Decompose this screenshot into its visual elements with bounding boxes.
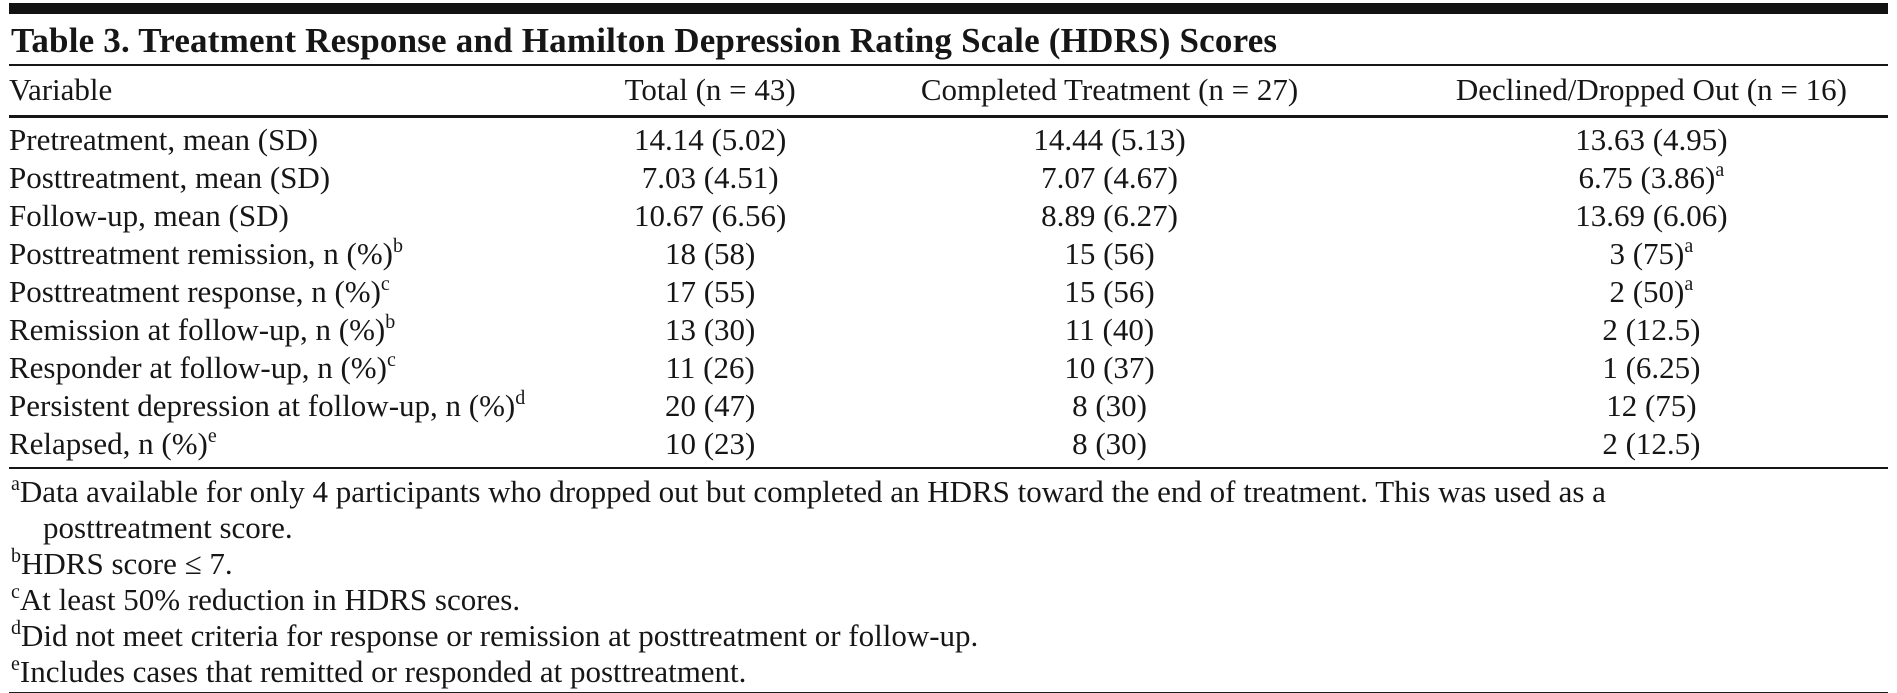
footnote-marker: a xyxy=(1715,159,1725,181)
row-label-cell: Posttreatment remission, n (%)b xyxy=(9,235,403,271)
total-cell: 17 (55) xyxy=(664,274,756,309)
column-header-declined: Declined/Dropped Out (n = 16) xyxy=(1304,66,1888,118)
declined-cell: 6.75 (3.86)a xyxy=(1578,159,1725,195)
total-cell: 10.67 (6.56) xyxy=(633,198,787,233)
row-label-cell: Relapsed, n (%)e xyxy=(9,425,507,469)
declined-cell: 2 (50)a xyxy=(1609,273,1694,309)
completed-cell: 14.44 (5.13) xyxy=(1033,122,1186,157)
declined-cell: 3 (75)a xyxy=(1609,235,1694,271)
completed-cell: 7.07 (4.67) xyxy=(1041,160,1178,195)
table-row: Remission at follow-up, n (%)b 13 (30) 1… xyxy=(9,311,1888,349)
table-row: Posttreatment remission, n (%)b 18 (58) … xyxy=(9,235,1888,273)
top-border-rule xyxy=(9,3,1888,14)
table-row: Responder at follow-up, n (%)c 11 (26) 1… xyxy=(9,349,1888,387)
completed-cell: 15 (56) xyxy=(1064,274,1155,309)
completed-cell: 8 (30) xyxy=(914,425,1305,469)
footnote-marker: a xyxy=(1684,273,1694,295)
declined-cell: 13.69 (6.06) xyxy=(1575,198,1728,233)
row-label-cell: Persistent depression at follow-up, n (%… xyxy=(9,387,526,423)
table-row: Posttreatment, mean (SD) 7.03 (4.51) 7.0… xyxy=(9,159,1888,197)
declined-cell: 2 (12.5) xyxy=(1602,312,1701,347)
footnote-a-continuation: posttreatment score. xyxy=(43,510,293,545)
total-cell: 10 (23) xyxy=(506,425,915,469)
footnote-a: aData available for only 4 participants … xyxy=(11,473,1606,509)
footnote-marker: c xyxy=(380,273,390,295)
column-header-total: Total (n = 43) xyxy=(506,66,915,118)
total-cell: 20 (47) xyxy=(664,388,756,423)
footnote-marker: b xyxy=(11,545,21,567)
declined-cell: 12 (75) xyxy=(1606,388,1697,423)
table-title: Table 3. Treatment Response and Hamilton… xyxy=(9,14,1888,66)
total-cell: 18 (58) xyxy=(664,236,756,271)
completed-cell: 11 (40) xyxy=(1064,312,1155,347)
footnote-marker: e xyxy=(207,425,217,447)
row-label-cell: Posttreatment, mean (SD) xyxy=(9,160,331,195)
header-row: Variable Total (n = 43) Completed Treatm… xyxy=(9,66,1888,118)
footnote-c: cAt least 50% reduction in HDRS scores. xyxy=(11,581,521,617)
table-row: Persistent depression at follow-up, n (%… xyxy=(9,387,1888,425)
total-cell: 14.14 (5.02) xyxy=(633,122,787,157)
total-cell: 11 (26) xyxy=(665,350,755,385)
row-label-cell: Remission at follow-up, n (%)b xyxy=(9,311,396,347)
declined-cell: 13.63 (4.95) xyxy=(1575,122,1728,157)
footnote-marker: d xyxy=(11,617,21,639)
column-header-completed: Completed Treatment (n = 27) xyxy=(914,66,1305,118)
total-cell: 13 (30) xyxy=(664,312,756,347)
footnote-marker: a xyxy=(1684,235,1694,257)
table-row: Relapsed, n (%)e 10 (23) 8 (30) 2 (12.5) xyxy=(9,425,1888,469)
completed-cell: 8.89 (6.27) xyxy=(1041,198,1178,233)
row-label-cell: Posttreatment response, n (%)c xyxy=(9,273,390,309)
column-header-variable: Variable xyxy=(9,66,507,118)
declined-cell: 2 (12.5) xyxy=(1304,425,1888,469)
total-cell: 7.03 (4.51) xyxy=(641,160,779,195)
completed-cell: 10 (37) xyxy=(1064,350,1155,385)
footnote-d: dDid not meet criteria for response or r… xyxy=(11,617,979,653)
table-row: Pretreatment, mean (SD) 14.14 (5.02) 14.… xyxy=(9,117,1888,160)
row-label-cell: Pretreatment, mean (SD) xyxy=(9,122,319,157)
footnote-marker: b xyxy=(385,311,396,333)
footnote-marker: c xyxy=(386,349,396,371)
declined-cell: 1 (6.25) xyxy=(1602,350,1701,385)
table-row: Posttreatment response, n (%)c 17 (55) 1… xyxy=(9,273,1888,311)
footnotes-block: aData available for only 4 participants … xyxy=(9,469,1888,690)
footnote-marker: b xyxy=(393,235,403,257)
footnote-marker: a xyxy=(11,473,20,495)
footnote-marker: e xyxy=(11,653,20,675)
table-row: Follow-up, mean (SD) 10.67 (6.56) 8.89 (… xyxy=(9,197,1888,235)
hdrs-table: Variable Total (n = 43) Completed Treatm… xyxy=(9,66,1888,469)
footnote-e: eIncludes cases that remitted or respond… xyxy=(11,653,747,689)
row-label-cell: Follow-up, mean (SD) xyxy=(9,198,289,233)
footnote-marker: c xyxy=(11,581,20,603)
footnote-b: bHDRS score ≤ 7. xyxy=(11,545,233,581)
footnote-marker: d xyxy=(515,387,526,409)
completed-cell: 8 (30) xyxy=(1072,388,1147,423)
completed-cell: 15 (56) xyxy=(1064,236,1155,271)
row-label-cell: Responder at follow-up, n (%)c xyxy=(9,349,396,385)
